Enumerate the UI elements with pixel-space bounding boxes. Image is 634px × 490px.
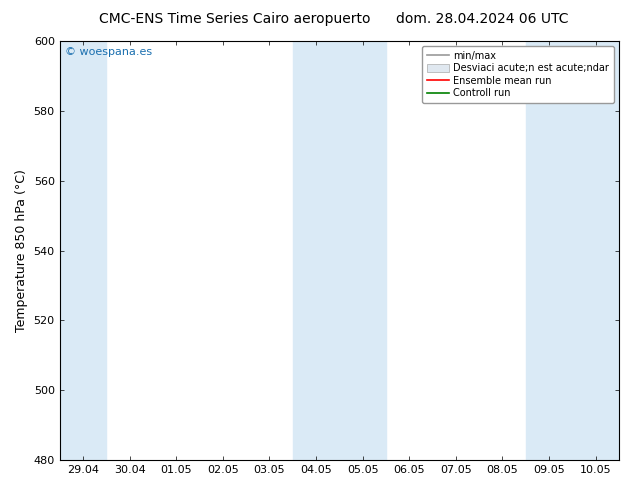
Bar bbox=[526, 41, 619, 460]
Legend: min/max, Desviaci acute;n est acute;ndar, Ensemble mean run, Controll run: min/max, Desviaci acute;n est acute;ndar… bbox=[422, 46, 614, 103]
Y-axis label: Temperature 850 hPa (°C): Temperature 850 hPa (°C) bbox=[15, 169, 28, 332]
Text: CMC-ENS Time Series Cairo aeropuerto: CMC-ENS Time Series Cairo aeropuerto bbox=[99, 12, 370, 26]
Text: dom. 28.04.2024 06 UTC: dom. 28.04.2024 06 UTC bbox=[396, 12, 568, 26]
Text: © woespana.es: © woespana.es bbox=[65, 48, 152, 57]
Bar bbox=[293, 41, 386, 460]
Bar bbox=[60, 41, 107, 460]
